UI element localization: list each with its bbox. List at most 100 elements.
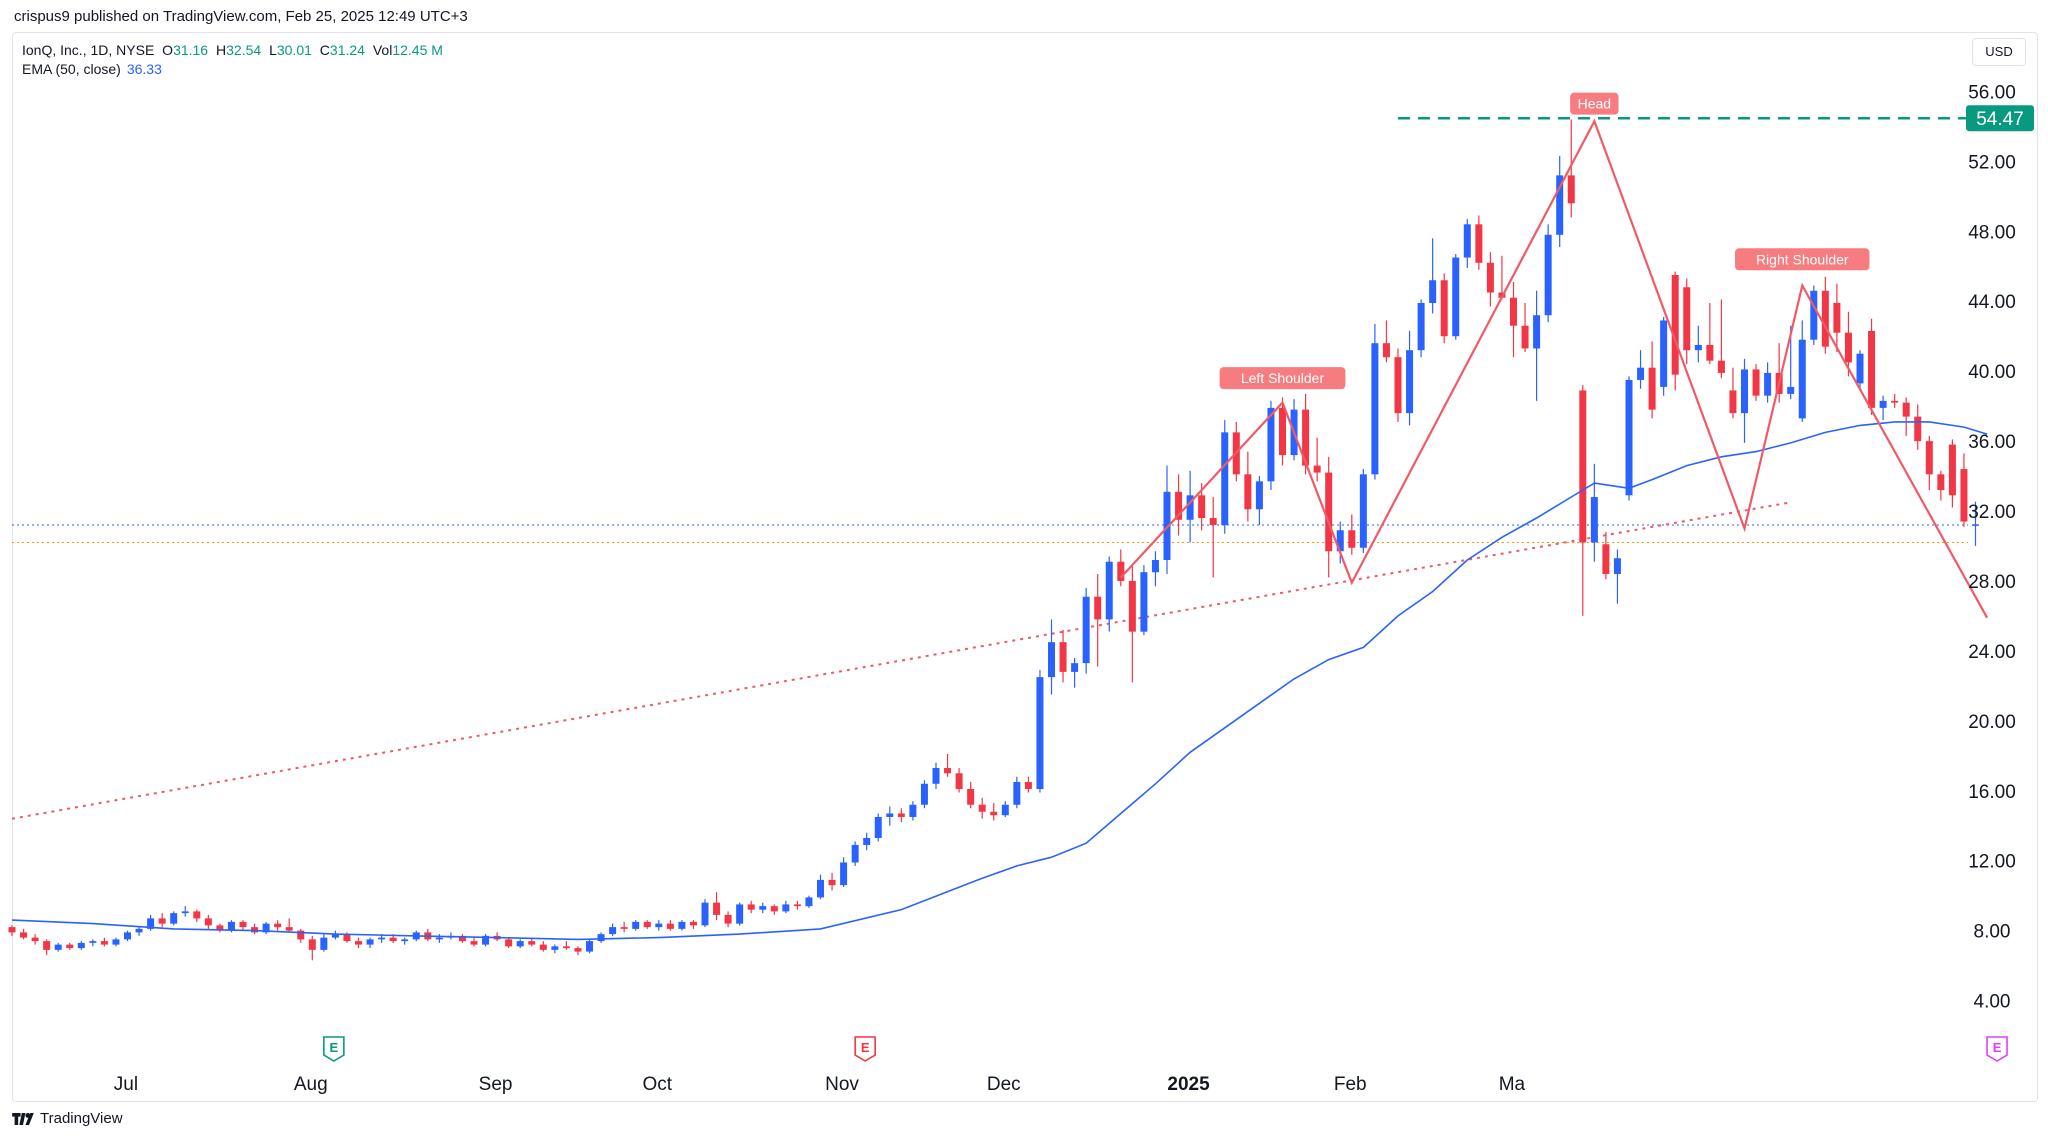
- candle: [1648, 341, 1656, 419]
- candle: [8, 925, 16, 936]
- candle-body: [1417, 302, 1425, 351]
- candle: [1810, 285, 1818, 345]
- candle-body: [100, 941, 108, 945]
- candle: [874, 813, 882, 842]
- candle: [193, 909, 201, 922]
- candle-body: [1694, 344, 1702, 351]
- x-tick-label: Ma: [1499, 1074, 1526, 1095]
- candle: [1891, 393, 1899, 408]
- candle-body: [1140, 572, 1148, 632]
- candle-body: [1948, 444, 1956, 496]
- candle: [112, 937, 120, 947]
- candle: [100, 937, 108, 947]
- candle: [1406, 330, 1414, 426]
- y-tick-label: 12.00: [1968, 852, 2016, 873]
- candle: [89, 939, 97, 947]
- candle-body: [1452, 257, 1460, 337]
- candle-body: [1279, 407, 1286, 456]
- candle-body: [181, 911, 189, 914]
- candle: [1510, 282, 1517, 358]
- candle: [482, 934, 490, 947]
- candle-body: [851, 844, 859, 863]
- candle: [470, 937, 478, 947]
- candle-body: [31, 937, 39, 942]
- candle: [1671, 271, 1679, 391]
- candle: [516, 939, 524, 949]
- candle: [355, 937, 362, 949]
- left-shoulder-label: Left Shoulder: [1219, 367, 1346, 390]
- x-tick-label: Dec: [987, 1074, 1021, 1095]
- candle: [666, 920, 674, 931]
- candle-body: [897, 813, 905, 817]
- candle-body: [886, 813, 894, 817]
- y-tick-label: 44.00: [1968, 292, 2016, 313]
- candle-body: [1336, 530, 1344, 552]
- candle: [204, 914, 212, 929]
- candle: [1798, 320, 1806, 422]
- candle: [817, 874, 824, 900]
- candle-body: [597, 934, 605, 942]
- candle: [66, 942, 74, 950]
- candle: [1394, 348, 1402, 422]
- candle-body: [1371, 343, 1379, 475]
- currency-button[interactable]: USD: [1972, 38, 2026, 66]
- candle: [770, 904, 778, 915]
- candle: [863, 832, 871, 851]
- candle-body: [759, 906, 767, 910]
- target-price-badge: [1966, 105, 2034, 132]
- candle-body: [1221, 432, 1229, 526]
- candle: [1128, 565, 1136, 683]
- candle-body: [586, 941, 593, 952]
- symbol-name[interactable]: IonQ, Inc., 1D, NYSE: [22, 42, 155, 58]
- ema-value: 36.33: [126, 61, 162, 77]
- candle-body: [620, 927, 628, 929]
- candle-body: [355, 941, 362, 945]
- candle: [678, 920, 686, 931]
- candle: [1221, 420, 1229, 534]
- high-value: 32.54: [226, 42, 262, 58]
- candle: [1567, 119, 1575, 218]
- y-tick-label: 52.00: [1968, 152, 2016, 173]
- candle-body: [1752, 369, 1760, 396]
- candle: [805, 895, 813, 908]
- y-tick-label: 28.00: [1968, 572, 2016, 593]
- chart-frame: [12, 32, 2038, 1102]
- y-tick-label: 32.00: [1968, 502, 2016, 523]
- candle: [828, 872, 836, 891]
- candle: [1059, 629, 1067, 683]
- candle: [1313, 437, 1321, 482]
- candle-body: [1059, 642, 1067, 672]
- candle: [1844, 311, 1852, 377]
- candle-body: [1024, 782, 1032, 790]
- candle: [1717, 299, 1725, 379]
- candle-body: [1105, 561, 1113, 620]
- candle-body: [262, 923, 270, 933]
- candle: [551, 944, 559, 954]
- candle-body: [43, 941, 51, 950]
- candle: [1625, 376, 1633, 501]
- candle-body: [20, 932, 28, 938]
- candle-body: [1717, 360, 1725, 373]
- candle-body: [1879, 400, 1887, 408]
- candle: [1452, 254, 1460, 340]
- candle: [1821, 276, 1829, 354]
- candle-body: [1706, 344, 1714, 361]
- candle: [43, 939, 51, 956]
- target-price-text: 54.47: [1976, 109, 2024, 130]
- candle: [331, 930, 339, 940]
- candle-body: [643, 921, 651, 928]
- candle: [1521, 302, 1529, 352]
- open-label: O: [162, 42, 174, 58]
- candle: [458, 934, 466, 943]
- earnings-icon: E: [1986, 1036, 2008, 1062]
- candle-body: [1313, 465, 1321, 473]
- candle-body: [1602, 544, 1610, 574]
- candle-body: [1741, 369, 1748, 414]
- candle-body: [1382, 343, 1390, 358]
- ema-label[interactable]: EMA (50, close): [22, 61, 121, 77]
- y-tick-label: 40.00: [1968, 362, 2016, 383]
- candle: [401, 937, 409, 945]
- candle-body: [609, 927, 617, 935]
- candle-body: [239, 921, 247, 928]
